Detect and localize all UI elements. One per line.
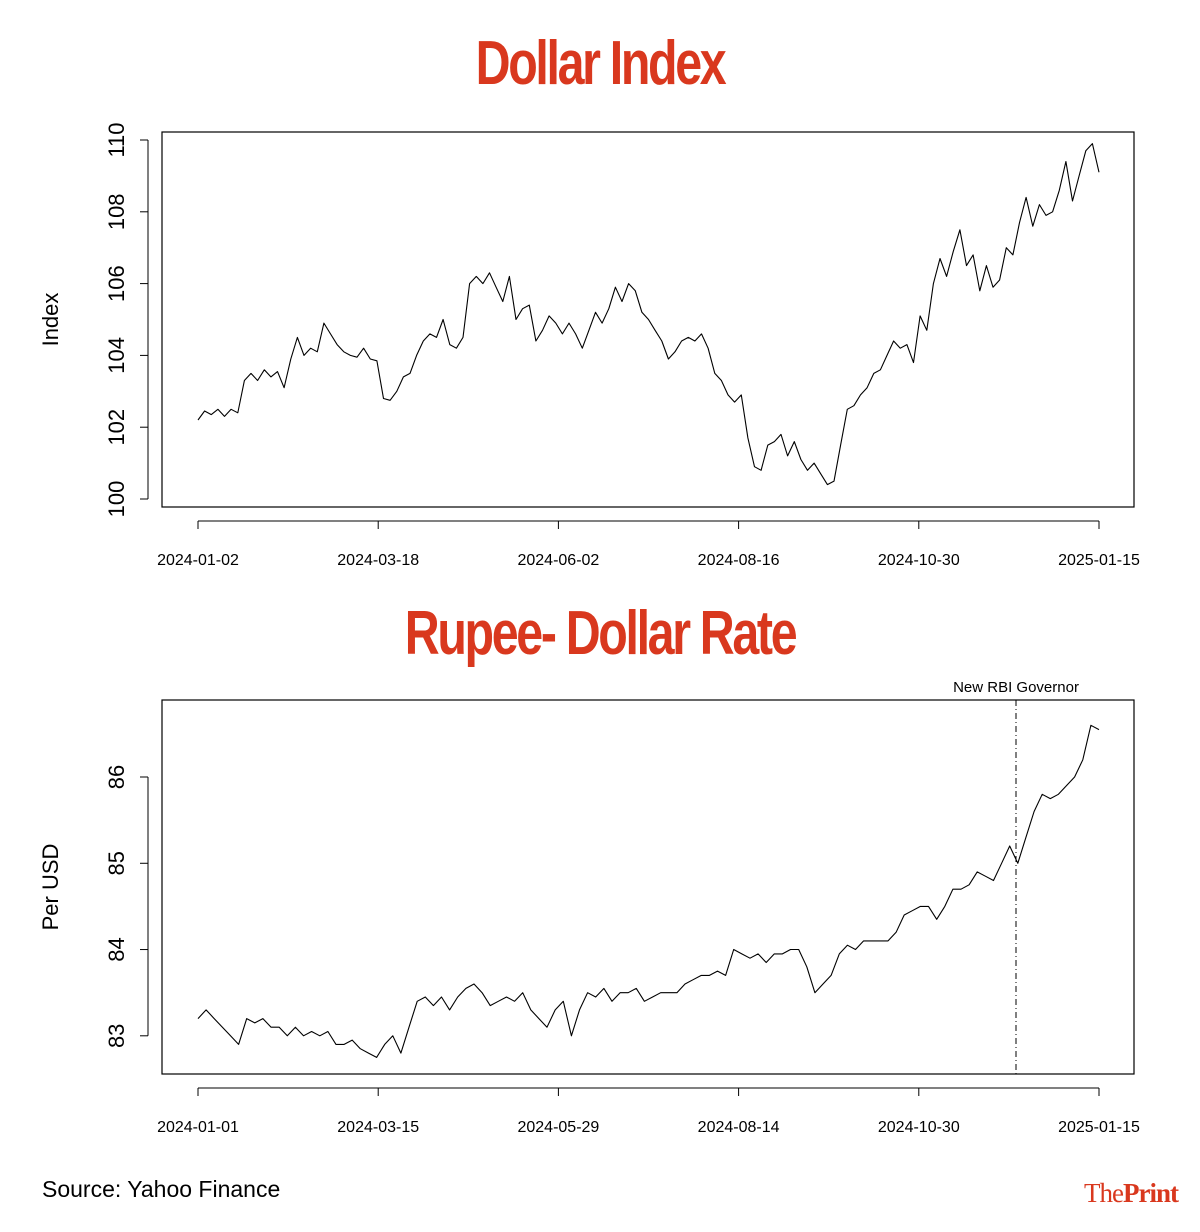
chart1-y-tick-label: 104	[104, 337, 129, 374]
theprint-logo: ThePrint	[1084, 1178, 1179, 1209]
chart1-x-tick-label: 2024-06-02	[517, 552, 599, 569]
chart1-x-tick-label: 2024-10-30	[878, 552, 960, 569]
chart2-series-line	[197, 724, 1100, 1058]
chart1-y-tick-label: 102	[104, 409, 129, 446]
chart2-y-tick-label: 86	[104, 765, 129, 789]
chart2-x-tick-label: 2024-03-15	[337, 1119, 419, 1136]
chart1-title: Dollar Index	[475, 29, 727, 98]
chart2-y-tick-label: 85	[104, 851, 129, 875]
chart2-x-tick-label: 2024-08-14	[698, 1119, 780, 1136]
chart1-x-tick-label: 2024-01-02	[157, 552, 239, 569]
chart1-y-axis-title: Index	[38, 293, 63, 347]
chart2-title: Rupee- Dollar Rate	[404, 599, 798, 668]
chart1-plot-frame	[161, 131, 1135, 508]
chart1-series-line	[197, 143, 1100, 486]
chart2-x-tick-label: 2024-01-01	[157, 1119, 239, 1136]
chart1-y-tick-label: 110	[104, 122, 129, 157]
chart2-y-axis-title: Per USD	[38, 844, 63, 931]
source-note: Source: Yahoo Finance	[42, 1176, 281, 1202]
logo-print: Print	[1123, 1178, 1179, 1208]
chart2-x-tick-label: 2024-10-30	[878, 1119, 960, 1136]
chart1-x-tick-label: 2025-01-15	[1058, 552, 1140, 569]
chart1-y-tick-label: 100	[104, 481, 129, 518]
chart2-annotation-label: New RBI Governor	[953, 679, 1079, 696]
chart2-plot-frame	[161, 699, 1135, 1075]
chart1-y-tick-label: 108	[104, 193, 129, 230]
chart2-y-tick-label: 84	[104, 937, 129, 961]
chart2-x-tick-label: 2024-05-29	[517, 1119, 599, 1136]
chart1-x-tick-label: 2024-08-16	[698, 552, 780, 569]
logo-the: The	[1084, 1178, 1124, 1208]
chart1-x-tick-label: 2024-03-18	[337, 552, 419, 569]
chart2-x-tick-label: 2025-01-15	[1058, 1119, 1140, 1136]
chart2-y-tick-label: 83	[104, 1024, 129, 1048]
chart1-y-tick-label: 106	[104, 265, 129, 302]
